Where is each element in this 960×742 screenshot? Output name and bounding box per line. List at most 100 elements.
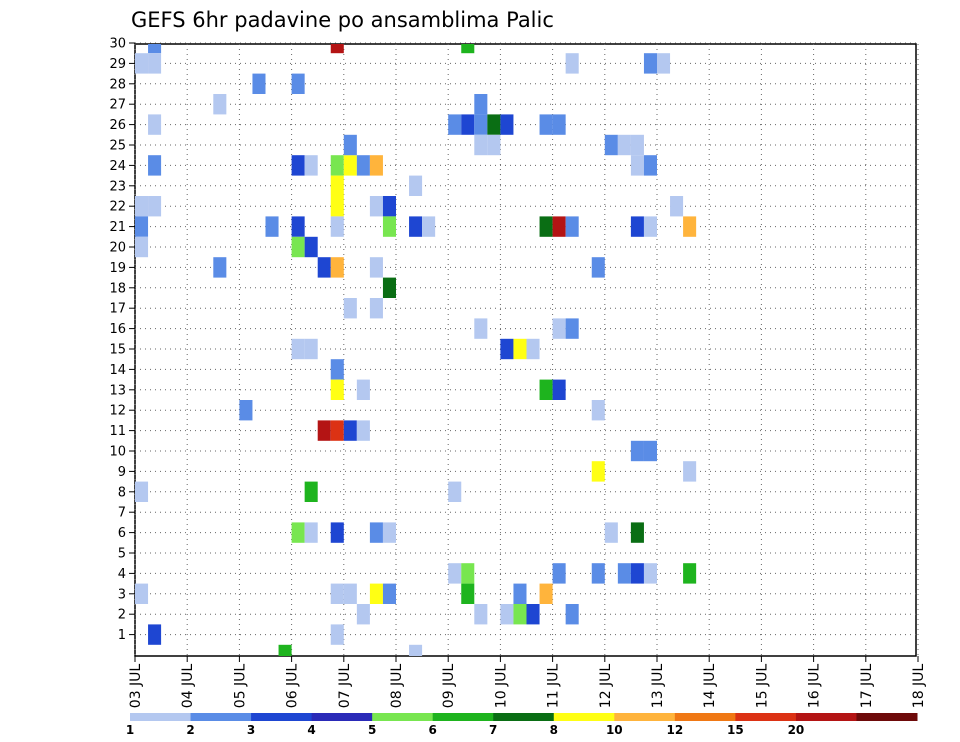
heatmap-cell	[565, 318, 579, 339]
heatmap-cell	[617, 563, 631, 584]
heatmap-cell	[422, 216, 436, 237]
heatmap-cell	[304, 481, 318, 502]
colorbar-segment	[674, 713, 736, 721]
x-tick-label: 09 JUL	[441, 664, 457, 709]
y-tick-label: 17	[109, 302, 126, 317]
heatmap-cell	[630, 216, 644, 237]
colorbar-segment	[130, 713, 192, 721]
heatmap-cell	[343, 155, 357, 176]
y-tick-label: 24	[109, 159, 126, 174]
heatmap-cell	[356, 155, 370, 176]
x-tick-label: 13 JUL	[650, 664, 666, 709]
heatmap-cell	[591, 461, 605, 482]
heatmap-cell	[500, 114, 514, 135]
heatmap-cell	[448, 114, 462, 135]
heatmap-cell	[135, 236, 149, 258]
colorbar	[130, 713, 918, 721]
heatmap-cell	[630, 134, 644, 156]
heatmap-cell	[213, 94, 227, 115]
heatmap-cell	[474, 604, 488, 625]
colorbar-label: 2	[186, 723, 194, 737]
data-cells	[135, 44, 697, 656]
heatmap-cell	[369, 155, 383, 176]
colorbar-label: 10	[606, 723, 623, 737]
heatmap-cell	[513, 338, 527, 360]
heatmap-cell	[343, 420, 357, 441]
y-tick-label: 16	[109, 322, 126, 337]
colorbar-segment	[795, 713, 857, 721]
heatmap-cell	[643, 563, 657, 584]
heatmap-cell	[448, 481, 462, 502]
x-tick-label: 14 JUL	[702, 664, 718, 709]
y-tick-label: 11	[109, 424, 126, 439]
heatmap-cell	[474, 318, 488, 339]
heatmap-cell	[369, 196, 383, 217]
heatmap-cell	[369, 257, 383, 278]
heatmap-cell	[500, 604, 514, 625]
heatmap-cell	[539, 379, 553, 400]
heatmap-cell	[552, 379, 566, 400]
heatmap-cell	[148, 53, 162, 74]
heatmap-cell	[474, 94, 488, 115]
heatmap-cell	[369, 522, 383, 543]
heatmap-cell	[474, 134, 488, 156]
y-tick-label: 22	[109, 200, 126, 215]
heatmap-cell	[317, 257, 331, 278]
colorbar-label: 20	[788, 723, 805, 737]
colorbar-label: 8	[550, 723, 558, 737]
y-tick-label: 7	[118, 506, 126, 521]
colorbar-label: 5	[368, 723, 376, 737]
x-tick-label: 12 JUL	[598, 664, 614, 709]
heatmap-cell	[382, 216, 396, 237]
heatmap-cell	[330, 175, 344, 196]
colorbar-segment	[432, 713, 494, 721]
x-tick-label: 18 JUL	[911, 664, 927, 709]
colorbar-segment	[856, 713, 918, 721]
heatmap-cell	[643, 216, 657, 237]
colorbar-segment	[311, 713, 373, 721]
heatmap-cell	[565, 604, 579, 625]
x-tick-label: 16 JUL	[807, 664, 823, 709]
heatmap-cell	[382, 196, 396, 217]
heatmap-cell	[291, 73, 305, 94]
heatmap-cell	[135, 481, 149, 502]
heatmap-cell	[565, 53, 579, 74]
colorbar-segment	[735, 713, 797, 721]
heatmap-cell	[526, 338, 540, 360]
heatmap-cell	[643, 155, 657, 176]
heatmap-cell	[135, 216, 149, 237]
colorbar-segment	[372, 713, 434, 721]
heatmap-cell	[657, 53, 671, 74]
colorbar-label: 6	[429, 723, 437, 737]
colorbar-label: 3	[247, 723, 255, 737]
x-tick-label: 17 JUL	[859, 664, 875, 709]
y-tick-label: 5	[118, 547, 126, 562]
heatmap-cell	[683, 563, 697, 584]
heatmap-cell	[135, 583, 149, 604]
heatmap-cell	[539, 216, 553, 237]
y-tick-label: 14	[109, 363, 126, 378]
heatmap-cell	[513, 604, 527, 625]
heatmap-cell	[252, 73, 266, 94]
x-tick-label: 11 JUL	[546, 664, 562, 709]
heatmap-cell	[213, 257, 227, 278]
heatmap-cell	[683, 461, 697, 482]
heatmap-cell	[448, 563, 462, 584]
heatmap-cell	[461, 114, 475, 135]
colorbar-segment	[190, 713, 252, 721]
y-tick-label: 1	[118, 628, 126, 643]
heatmap-cell	[591, 400, 605, 421]
y-tick-label: 21	[109, 220, 126, 235]
y-tick-label: 9	[118, 465, 126, 480]
heatmap-cell	[330, 216, 344, 237]
y-tick-label: 28	[109, 77, 126, 92]
heatmap-cell	[643, 53, 657, 74]
y-tick-label: 29	[109, 57, 126, 72]
y-tick-label: 10	[109, 445, 126, 460]
x-tick-label: 05 JUL	[232, 664, 248, 709]
heatmap-cell	[356, 604, 370, 625]
heatmap-cell	[369, 583, 383, 604]
heatmap-cell	[487, 114, 501, 135]
y-tick-label: 12	[109, 404, 126, 419]
heatmap-cell	[330, 522, 344, 543]
